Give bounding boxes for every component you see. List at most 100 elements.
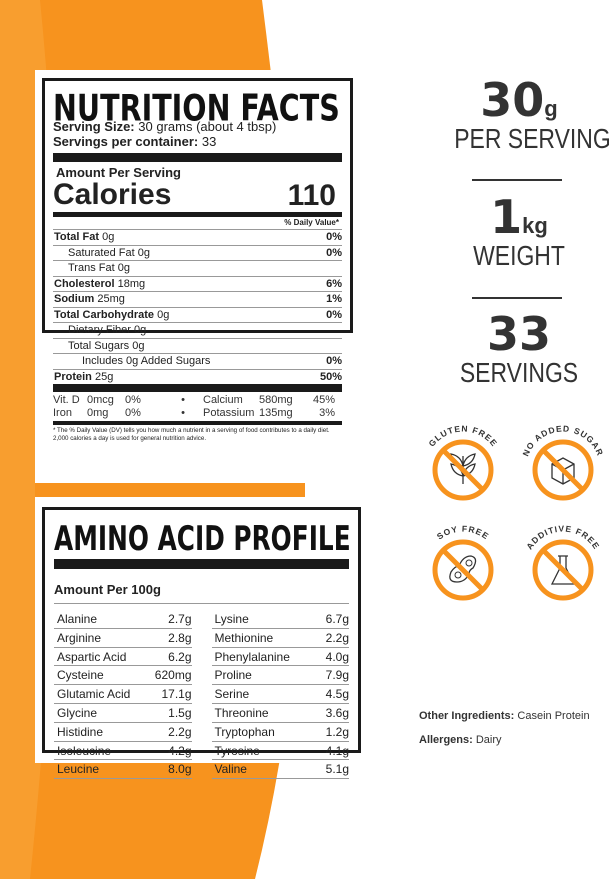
nutrient-row: Total Carbohydrate 0g 0%	[53, 306, 342, 323]
amino-name: Methionine	[214, 630, 274, 645]
amino-row: Arginine 2.8g	[54, 629, 192, 648]
amino-row: Methionine 2.2g	[211, 629, 349, 648]
nutrient-name-group: Includes 0g Added Sugars	[53, 354, 210, 369]
stat-label: WEIGHT	[473, 240, 565, 271]
nutrient-name: Sodium	[54, 293, 95, 305]
card-gap	[305, 480, 365, 500]
stat-servings: 33 SERVINGS	[440, 310, 598, 388]
amino-name: Glutamic Acid	[57, 687, 131, 702]
mineral-a-dv: 0%	[125, 407, 141, 419]
other-ingredients-label: Other Ingredients:	[419, 710, 515, 722]
nutrient-amount: 25g	[94, 370, 114, 383]
amino-name: Arginine	[57, 630, 102, 645]
amino-title: AMINO ACID PROFILE	[54, 520, 351, 559]
amino-amount: 4.1g	[325, 743, 349, 758]
amino-amount: 8.0g	[168, 762, 192, 777]
bullet-separator: •	[181, 407, 185, 419]
divider	[472, 297, 562, 299]
allergens: Allergens: Dairy	[419, 734, 502, 746]
nutrient-amount: 0g	[137, 246, 150, 259]
nutrient-amount: 0g	[157, 308, 170, 321]
nutrient-amount: 18mg	[117, 277, 146, 290]
nutrient-amount: 0g	[117, 262, 130, 274]
amino-row: Valine 5.1g	[211, 760, 349, 780]
amino-name: Alanine	[57, 612, 98, 626]
stat-unit: g	[544, 96, 558, 121]
nutrient-name: Trans Fat	[68, 262, 115, 274]
stat-value: 33	[486, 307, 551, 361]
amino-subtitle: Amount Per 100g	[54, 582, 349, 604]
nutrient-row: Saturated Fat 0g 0%	[53, 244, 342, 261]
nutrient-name: Total Fat	[54, 231, 100, 243]
orange-stripe	[35, 483, 305, 497]
other-ingredients-value: Casein Protein	[517, 710, 590, 722]
thick-divider	[53, 384, 342, 392]
prohibited-circle-icon	[532, 439, 594, 501]
nutrient-amount: 0g	[134, 324, 147, 336]
amount-per-serving: Amount Per Serving	[56, 165, 181, 180]
calories-value: 110	[287, 179, 336, 212]
amino-name: Leucine	[57, 762, 100, 777]
amino-name: Tyrosine	[214, 743, 260, 758]
amino-amount: 17.1g	[161, 687, 192, 702]
mineral-a-amt: 0mcg	[87, 394, 114, 406]
other-ingredients: Other Ingredients: Casein Protein	[419, 710, 590, 722]
amino-name: Proline	[214, 668, 252, 683]
mineral-list: Vit. D 0mcg 0% • Calcium 580mg 45% Iron 0mg 0% • Po…	[53, 394, 342, 420]
badge-gluten-free: GLUTEN FREE	[418, 415, 508, 515]
nutrient-row: Trans Fat 0g	[53, 260, 342, 276]
nutrient-amount: 0g	[102, 231, 115, 243]
nutrient-row: Total Sugars 0g	[53, 337, 342, 354]
amino-row: Aspartic Acid 6.2g	[54, 648, 192, 667]
nutrient-name-group: Total Fat 0g	[53, 230, 114, 245]
amino-acid-panel: AMINO ACID PROFILE Amount Per 100g Alani…	[42, 507, 361, 780]
amino-row: Isoleucine 4.2g	[54, 742, 192, 761]
amino-amount: 6.7g	[325, 612, 349, 626]
mineral-a: Iron	[53, 407, 72, 419]
soybean-icon: SOY FREE	[432, 523, 494, 601]
amino-name: Lysine	[214, 612, 249, 626]
wheat-icon: GLUTEN FREE	[426, 423, 499, 501]
nutrient-row: Cholesterol 18mg 6%	[53, 275, 342, 292]
amino-amount: 7.9g	[325, 668, 349, 683]
nutrient-row: Includes 0g Added Sugars 0%	[53, 353, 342, 369]
amino-row: Histidine 2.2g	[54, 723, 192, 742]
amino-row: Threonine 3.6g	[211, 704, 349, 723]
nutrient-amount: 25mg	[97, 293, 125, 305]
nutrient-name-group: Cholesterol 18mg	[53, 277, 145, 292]
serving-size: 30 grams (about 4 tbsp)	[138, 119, 277, 134]
servings-label: Servings per container:	[53, 134, 199, 149]
nutrient-list: Total Fat 0g 0% Saturated Fat 0g 0% Trans Fa…	[53, 229, 342, 384]
amino-amount: 2.2g	[325, 630, 349, 645]
nutrient-dv: 0%	[326, 355, 342, 367]
amino-row: Proline 7.9g	[211, 666, 349, 686]
amino-name: Cysteine	[57, 668, 104, 683]
svg-text:GLUTEN FREE: GLUTEN FREE	[426, 423, 499, 448]
svg-text:SOY FREE: SOY FREE	[435, 523, 491, 541]
mineral-row: Vit. D 0mcg 0% • Calcium 580mg 45%	[53, 394, 342, 407]
nutrient-amount: 0g	[132, 339, 145, 352]
nutrient-row: Protein 25g 50%	[53, 368, 342, 385]
badge-label: SOY FREE	[435, 523, 490, 541]
nutrient-row: Sodium 25mg 1%	[53, 291, 342, 307]
badge-no-added-sugar: NO ADDED SUGAR	[518, 415, 608, 515]
amino-name: Tryptophan	[214, 724, 275, 739]
mineral-a-amt: 0mg	[87, 407, 109, 419]
svg-text:ADDITIVE FREE: ADDITIVE FREE	[524, 523, 602, 551]
mineral-b-dv: 3%	[319, 407, 335, 419]
nutrient-dv: 0%	[326, 246, 342, 259]
nutrient-name: Dietary Fiber	[68, 324, 131, 336]
stat-weight: 1kg WEIGHT	[440, 193, 598, 271]
amino-row: Leucine 8.0g	[54, 760, 192, 780]
amino-name: Valine	[214, 762, 247, 777]
mineral-b-dv: 45%	[312, 394, 335, 406]
stat-protein: 30g PER SERVING	[440, 76, 609, 154]
mineral-b: Potassium	[203, 407, 255, 419]
nutrient-name: Saturated Fat	[68, 246, 135, 259]
allergens-value: Dairy	[475, 734, 502, 746]
thick-divider	[53, 153, 342, 162]
nutrient-name-group: Dietary Fiber 0g	[53, 323, 146, 338]
amino-column-right: Lysine 6.7g Methionine 2.2g Phenylalanine 4.0…	[211, 610, 349, 780]
serving-size-label: Serving Size:	[53, 119, 135, 134]
nutrient-dv: 0%	[326, 231, 342, 243]
